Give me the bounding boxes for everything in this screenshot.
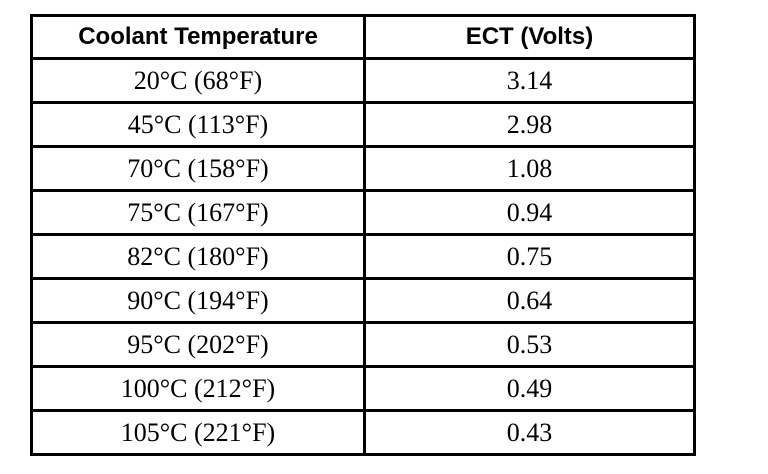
cell-temperature: 90°C (194°F) xyxy=(30,277,366,324)
table-row: 105°C (221°F) 0.43 xyxy=(30,409,696,456)
cell-temperature: 20°C (68°F) xyxy=(30,57,366,104)
cell-volts: 0.94 xyxy=(363,189,696,236)
cell-volts: 2.98 xyxy=(363,101,696,148)
cell-temperature: 95°C (202°F) xyxy=(30,321,366,368)
cell-volts: 1.08 xyxy=(363,145,696,192)
table-row: 100°C (212°F) 0.49 xyxy=(30,365,696,412)
table-row: 75°C (167°F) 0.94 xyxy=(30,189,696,236)
cell-volts: 0.64 xyxy=(363,277,696,324)
header-ect-volts: ECT (Volts) xyxy=(363,14,696,60)
cell-volts: 0.75 xyxy=(363,233,696,280)
cell-volts: 0.49 xyxy=(363,365,696,412)
cell-temperature: 82°C (180°F) xyxy=(30,233,366,280)
table-row: 82°C (180°F) 0.75 xyxy=(30,233,696,280)
cell-temperature: 105°C (221°F) xyxy=(30,409,366,456)
cell-temperature: 100°C (212°F) xyxy=(30,365,366,412)
cell-volts: 0.53 xyxy=(363,321,696,368)
header-coolant-temperature: Coolant Temperature xyxy=(30,14,366,60)
cell-temperature: 45°C (113°F) xyxy=(30,101,366,148)
table-header-row: Coolant Temperature ECT (Volts) xyxy=(30,14,696,60)
table-row: 70°C (158°F) 1.08 xyxy=(30,145,696,192)
table-row: 20°C (68°F) 3.14 xyxy=(30,57,696,104)
coolant-ect-table: Coolant Temperature ECT (Volts) 20°C (68… xyxy=(30,14,696,456)
table-row: 45°C (113°F) 2.98 xyxy=(30,101,696,148)
cell-volts: 3.14 xyxy=(363,57,696,104)
cell-temperature: 75°C (167°F) xyxy=(30,189,366,236)
table-row: 95°C (202°F) 0.53 xyxy=(30,321,696,368)
table-row: 90°C (194°F) 0.64 xyxy=(30,277,696,324)
cell-volts: 0.43 xyxy=(363,409,696,456)
cell-temperature: 70°C (158°F) xyxy=(30,145,366,192)
